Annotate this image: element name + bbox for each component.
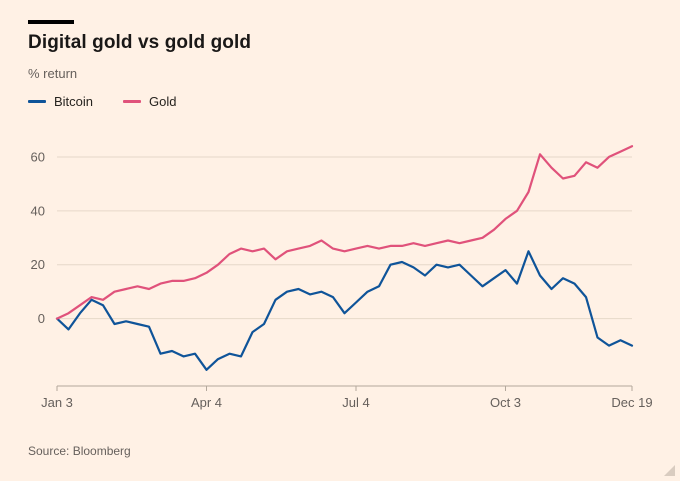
svg-text:Jan 3: Jan 3 [41, 395, 73, 410]
source-attribution: Source: Bloomberg [28, 444, 131, 458]
legend-item-gold: Gold [123, 94, 177, 109]
svg-text:Jul 4: Jul 4 [342, 395, 369, 410]
svg-text:Oct 3: Oct 3 [490, 395, 521, 410]
title-accent-bar [28, 20, 74, 24]
legend: Bitcoin Gold [28, 94, 177, 109]
y-axis-unit-label: % return [28, 66, 78, 81]
legend-item-bitcoin: Bitcoin [28, 94, 93, 109]
legend-label-bitcoin: Bitcoin [54, 94, 94, 109]
legend-label-gold: Gold [149, 94, 177, 109]
gold-line-swatch-icon [123, 100, 142, 103]
svg-text:0: 0 [38, 311, 45, 326]
svg-text:60: 60 [31, 149, 45, 164]
line-chart: 0 20 40 60 Jan 3 Apr 4 Jul 4 Oct 3 Dec 19 [31, 145, 653, 410]
resize-grip-icon [664, 465, 675, 476]
bitcoin-line-swatch-icon [28, 100, 46, 103]
svg-text:20: 20 [31, 257, 45, 272]
chart-title: Digital gold vs gold gold [28, 32, 252, 53]
svg-text:Apr 4: Apr 4 [191, 395, 222, 410]
svg-text:Dec 19: Dec 19 [611, 395, 652, 410]
svg-text:40: 40 [31, 203, 45, 218]
